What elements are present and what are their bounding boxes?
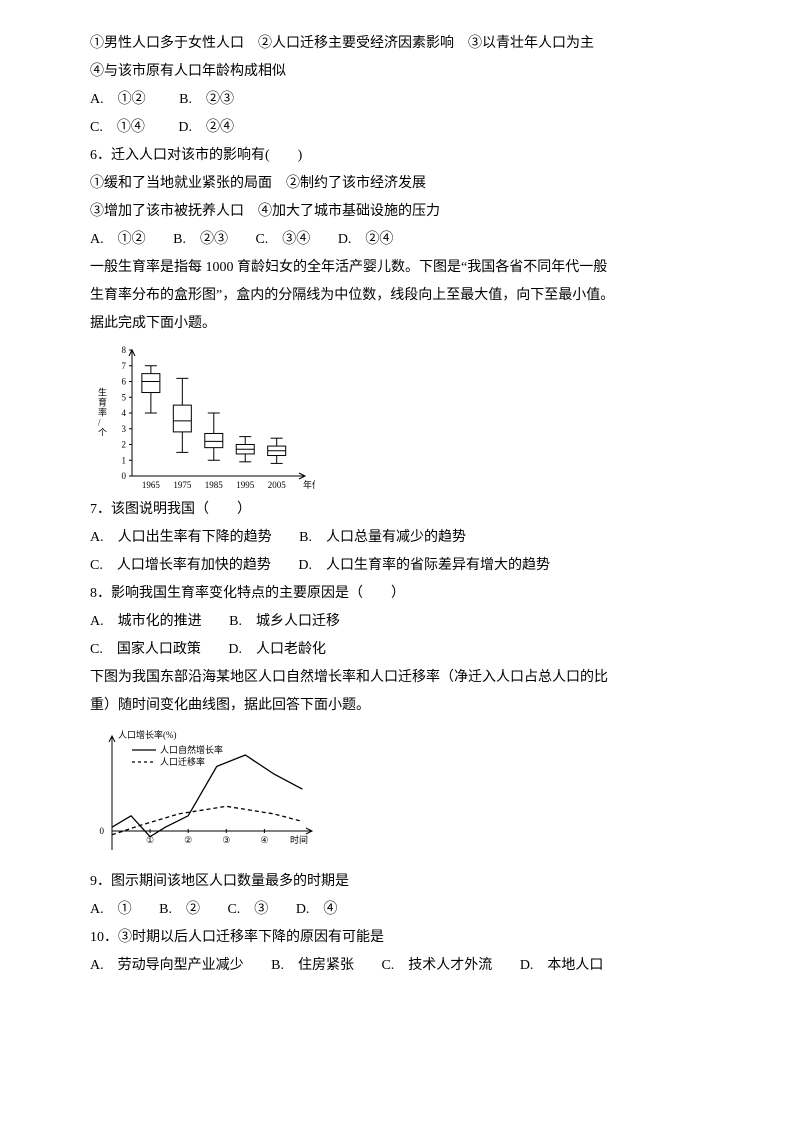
passage1-p1: 一般生育率是指每 1000 育龄妇女的全年活产婴儿数。下图是“我国各省不同年代一… <box>90 254 710 282</box>
q9-options: A. ① B. ② C. ③ D. ④ <box>90 896 710 924</box>
q10-stem: 10．③时期以后人口迁移率下降的原因有可能是 <box>90 924 710 952</box>
svg-text:1965: 1965 <box>142 480 161 490</box>
svg-text:年份: 年份 <box>303 479 315 490</box>
q8-stem: 8．影响我国生育率变化特点的主要原因是（ ） <box>90 580 710 608</box>
linechart-figure: 0人口增长率(%)人口自然增长率人口迁移率①②③④时间 <box>90 726 710 866</box>
intro-line-1: ①男性人口多于女性人口 ②人口迁移主要受经济因素影响 ③以青壮年人口为主 <box>90 30 710 58</box>
svg-text:3: 3 <box>122 424 127 434</box>
q8-opt-b: B. 城乡人口迁移 <box>229 614 340 629</box>
q7-stem: 7．该图说明我国（ ） <box>90 496 710 524</box>
svg-text:人口增长率(%): 人口增长率(%) <box>118 729 177 740</box>
svg-text:4: 4 <box>122 408 127 418</box>
svg-text:生: 生 <box>98 387 107 398</box>
q7-opt-d: D. 人口生育率的省际差异有增大的趋势 <box>298 558 550 573</box>
svg-text:7: 7 <box>122 361 127 371</box>
svg-text:1: 1 <box>122 455 127 465</box>
svg-text:2: 2 <box>122 440 127 450</box>
svg-text:1975: 1975 <box>173 480 192 490</box>
q6-l2: ③增加了该市被抚养人口 ④加大了城市基础设施的压力 <box>90 198 710 226</box>
q6-options: A. ①② B. ②③ C. ③④ D. ②④ <box>90 226 710 254</box>
q5-opt-b: B. ②③ <box>179 92 234 107</box>
svg-text:人口迁移率: 人口迁移率 <box>160 756 205 767</box>
q5-opt-a: A. ①② <box>90 92 146 107</box>
svg-text:0: 0 <box>122 471 127 481</box>
q7-options-row2: C. 人口增长率有加快的趋势 D. 人口生育率的省际差异有增大的趋势 <box>90 552 710 580</box>
svg-text:育: 育 <box>98 397 107 408</box>
boxplot-figure: 0 1 2 3 4 5 6 7 8 生育率/个 1965 1975 1985 1995 2005 年份 <box>90 344 710 494</box>
linechart-svg: 0人口增长率(%)人口自然增长率人口迁移率①②③④时间 <box>90 726 320 866</box>
svg-text:/: / <box>98 418 101 428</box>
svg-text:率: 率 <box>98 407 107 418</box>
q10-opt-b: B. 住房紧张 <box>271 958 354 973</box>
q6-opt-a: A. ①② <box>90 232 146 247</box>
q5-opt-c: C. ①④ <box>90 120 145 135</box>
q5-options-row2: C. ①④ D. ②④ <box>90 114 710 142</box>
svg-text:②: ② <box>184 835 192 845</box>
q6-stem: 6．迁入人口对该市的影响有( ) <box>90 142 710 170</box>
svg-text:1995: 1995 <box>236 480 255 490</box>
svg-text:④: ④ <box>260 835 268 845</box>
q9-opt-b: B. ② <box>159 902 200 917</box>
q7-opt-b: B. 人口总量有减少的趋势 <box>299 530 466 545</box>
q7-opt-a: A. 人口出生率有下降的趋势 <box>90 530 272 545</box>
svg-text:1985: 1985 <box>205 480 224 490</box>
q8-opt-d: D. 人口老龄化 <box>228 642 326 657</box>
passage1-p2: 生育率分布的盒形图”，盒内的分隔线为中位数，线段向上至最大值，向下至最小值。 <box>90 282 710 310</box>
page-root: ①男性人口多于女性人口 ②人口迁移主要受经济因素影响 ③以青壮年人口为主 ④与该… <box>0 0 800 1132</box>
q6-opt-c: C. ③④ <box>255 232 310 247</box>
q10-opt-c: C. 技术人才外流 <box>381 958 492 973</box>
q9-opt-c: C. ③ <box>227 902 268 917</box>
q7-opt-c: C. 人口增长率有加快的趋势 <box>90 558 271 573</box>
q5-options-row1: A. ①② B. ②③ <box>90 86 710 114</box>
q6-l1: ①缓和了当地就业紧张的局面 ②制约了该市经济发展 <box>90 170 710 198</box>
q8-opt-a: A. 城市化的推进 <box>90 614 202 629</box>
q7-options-row1: A. 人口出生率有下降的趋势 B. 人口总量有减少的趋势 <box>90 524 710 552</box>
svg-text:个: 个 <box>98 428 107 438</box>
q5-opt-d: D. ②④ <box>178 120 234 135</box>
q10-options: A. 劳动导向型产业减少 B. 住房紧张 C. 技术人才外流 D. 本地人口 <box>90 952 710 980</box>
svg-text:5: 5 <box>122 392 127 402</box>
q8-options-row1: A. 城市化的推进 B. 城乡人口迁移 <box>90 608 710 636</box>
passage2-p2: 重）随时间变化曲线图，据此回答下面小题。 <box>90 692 710 720</box>
q8-options-row2: C. 国家人口政策 D. 人口老龄化 <box>90 636 710 664</box>
svg-text:③: ③ <box>222 835 230 845</box>
passage2-p1: 下图为我国东部沿海某地区人口自然增长率和人口迁移率（净迁入人口占总人口的比 <box>90 664 710 692</box>
svg-text:时间: 时间 <box>290 834 308 845</box>
q9-opt-a: A. ① <box>90 902 132 917</box>
passage1-p3: 据此完成下面小题。 <box>90 310 710 338</box>
svg-text:2005: 2005 <box>268 480 287 490</box>
q6-opt-d: D. ②④ <box>338 232 394 247</box>
svg-text:0: 0 <box>100 826 105 836</box>
intro-line-2: ④与该市原有人口年龄构成相似 <box>90 58 710 86</box>
q6-opt-b: B. ②③ <box>173 232 228 247</box>
q8-opt-c: C. 国家人口政策 <box>90 642 201 657</box>
q9-opt-d: D. ④ <box>296 902 338 917</box>
boxplot-svg: 0 1 2 3 4 5 6 7 8 生育率/个 1965 1975 1985 1995 2005 年份 <box>90 344 315 494</box>
svg-text:8: 8 <box>122 345 127 355</box>
q10-opt-d: D. 本地人口 <box>520 958 604 973</box>
q9-stem: 9．图示期间该地区人口数量最多的时期是 <box>90 868 710 896</box>
svg-text:人口自然增长率: 人口自然增长率 <box>160 744 223 755</box>
svg-text:6: 6 <box>122 377 127 387</box>
q10-opt-a: A. 劳动导向型产业减少 <box>90 958 244 973</box>
